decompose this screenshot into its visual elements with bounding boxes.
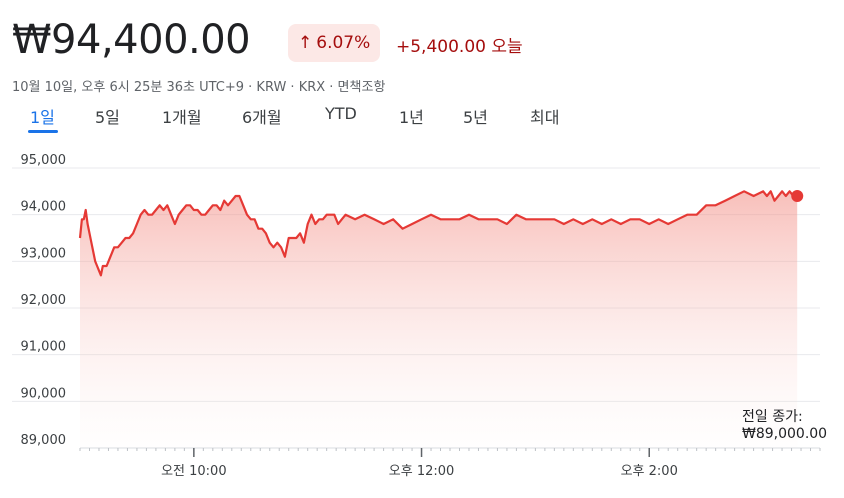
stock-price: ₩94,400.00 xyxy=(12,17,251,63)
y-tick-label: 94,000 xyxy=(21,200,67,215)
previous-close-value: ₩89,000.00 xyxy=(742,426,828,442)
active-tab-indicator xyxy=(28,130,58,133)
last-price-dot xyxy=(791,190,804,202)
tab-6m[interactable]: 6개월 xyxy=(242,108,282,127)
tab-1d[interactable]: 1일 xyxy=(30,108,55,127)
x-axis-minor-ticks xyxy=(79,448,821,451)
up-arrow-icon: ↑ xyxy=(298,33,313,53)
y-tick-label: 90,000 xyxy=(21,386,67,401)
quote-meta: 10월 10일, 오후 6시 25분 36초 UTC+9 · KRW · KRX… xyxy=(12,80,386,95)
price-line xyxy=(78,190,798,277)
range-tabs: 1일 5일 1개월 6개월 YTD 1년 5년 최대 xyxy=(0,104,600,134)
x-axis-labels: 오전 10:00 오후 12:00 오후 2:00 xyxy=(161,448,678,479)
x-tick-label: 오후 2:00 xyxy=(621,464,678,479)
absolute-change: +5,400.00 오늘 xyxy=(396,37,523,57)
y-tick-label: 92,000 xyxy=(21,293,67,308)
x-tick-label: 오후 12:00 xyxy=(389,464,455,479)
tab-5d[interactable]: 5일 xyxy=(95,108,120,127)
tab-5y[interactable]: 5년 xyxy=(463,108,488,127)
y-tick-label: 89,000 xyxy=(21,433,67,448)
percent-change-value: 6.07% xyxy=(316,33,371,53)
price-chart[interactable]: 89,000 90,000 91,000 92,000 93,000 94,000 95,0… xyxy=(0,140,844,498)
tab-max[interactable]: 최대 xyxy=(530,108,560,127)
y-tick-label: 91,000 xyxy=(21,340,67,355)
tab-1y[interactable]: 1년 xyxy=(399,108,424,127)
y-axis-labels: 89,000 90,000 91,000 92,000 93,000 94,000 95,0… xyxy=(21,153,67,448)
tab-1m[interactable]: 1개월 xyxy=(162,108,202,127)
price-area xyxy=(80,191,798,449)
y-tick-label: 93,000 xyxy=(21,246,67,261)
tab-ytd[interactable]: YTD xyxy=(325,104,357,123)
percent-change-badge: ↑ 6.07% xyxy=(288,24,381,62)
y-tick-label: 95,000 xyxy=(21,153,67,168)
x-tick-label: 오전 10:00 xyxy=(161,464,227,479)
previous-close-label: 전일 종가: xyxy=(742,409,803,425)
